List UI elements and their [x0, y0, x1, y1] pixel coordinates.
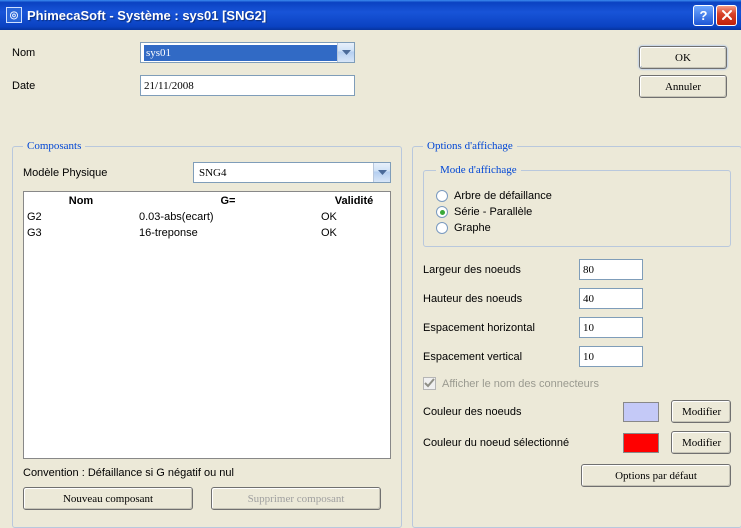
name-value: sys01 — [144, 45, 337, 61]
app-icon: ◎ — [6, 7, 22, 23]
sel-color-swatch — [623, 433, 659, 453]
col-g[interactable]: G= — [138, 194, 318, 208]
dialog-buttons: OK Annuler — [639, 46, 727, 98]
composants-group: Composants Modèle Physique SNG4 Nom G= V… — [12, 140, 402, 528]
options-group: Options d'affichage Mode d'affichage Arb… — [412, 140, 741, 528]
close-button[interactable] — [716, 5, 737, 26]
hspace-input[interactable] — [579, 317, 643, 338]
table-row[interactable]: G316-treponseOK — [26, 226, 388, 240]
node-color-swatch — [623, 402, 659, 422]
close-icon — [721, 9, 733, 21]
node-color-modify-button[interactable]: Modifier — [671, 400, 731, 423]
vspace-label: Espacement vertical — [423, 351, 579, 363]
mode-graph-radio[interactable]: Graphe — [436, 222, 718, 234]
date-label: Date — [12, 80, 140, 92]
node-height-input[interactable] — [579, 288, 643, 309]
cell-g: 16-treponse — [138, 226, 318, 240]
sel-color-modify-button[interactable]: Modifier — [671, 431, 731, 454]
convention-text: Convention : Défaillance si G négatif ou… — [23, 467, 391, 479]
node-width-input[interactable] — [579, 259, 643, 280]
checkbox-icon — [423, 377, 436, 390]
col-nom[interactable]: Nom — [26, 194, 136, 208]
node-width-label: Largeur des noeuds — [423, 264, 579, 276]
name-combo-button[interactable] — [337, 43, 354, 62]
display-mode-group: Mode d'affichage Arbre de défaillance Sé… — [423, 164, 731, 247]
name-label: Nom — [12, 47, 140, 59]
client-area: OK Annuler Nom sys01 Date Composants Mod… — [0, 30, 741, 514]
show-connectors-check: Afficher le nom des connecteurs — [423, 377, 731, 390]
vspace-input[interactable] — [579, 346, 643, 367]
model-label: Modèle Physique — [23, 167, 193, 179]
top-form: Nom sys01 Date — [12, 42, 731, 96]
cell-g: 0.03-abs(ecart) — [138, 210, 318, 224]
table-row[interactable]: G20.03-abs(ecart)OK — [26, 210, 388, 224]
components-table[interactable]: Nom G= Validité G20.03-abs(ecart)OKG316-… — [23, 191, 391, 459]
composants-legend: Composants — [23, 140, 85, 152]
chevron-down-icon — [378, 170, 387, 176]
node-height-label: Hauteur des noeuds — [423, 293, 579, 305]
date-input[interactable] — [140, 75, 355, 96]
ok-button[interactable]: OK — [639, 46, 727, 69]
show-connectors-label: Afficher le nom des connecteurs — [442, 378, 599, 390]
col-valid[interactable]: Validité — [320, 194, 388, 208]
model-combo[interactable]: SNG4 — [193, 162, 391, 183]
mode-tree-radio[interactable]: Arbre de défaillance — [436, 190, 718, 202]
title-bar: ◎ PhimecaSoft - Système : sys01 [SNG2] ? — [0, 0, 741, 30]
radio-icon — [436, 222, 448, 234]
mode-sp-label: Série - Parallèle — [454, 206, 532, 218]
node-color-label: Couleur des noeuds — [423, 406, 623, 418]
cell-valid: OK — [320, 210, 388, 224]
cancel-button[interactable]: Annuler — [639, 75, 727, 98]
radio-icon — [436, 190, 448, 202]
radio-icon — [436, 206, 448, 218]
cell-nom: G3 — [26, 226, 136, 240]
delete-component-button[interactable]: Supprimer composant — [211, 487, 381, 510]
model-value: SNG4 — [197, 165, 373, 181]
mode-graph-label: Graphe — [454, 222, 491, 234]
cell-valid: OK — [320, 226, 388, 240]
options-legend: Options d'affichage — [423, 140, 517, 152]
table-header-row: Nom G= Validité — [26, 194, 388, 208]
cell-nom: G2 — [26, 210, 136, 224]
mode-tree-label: Arbre de défaillance — [454, 190, 552, 202]
new-component-button[interactable]: Nouveau composant — [23, 487, 193, 510]
model-combo-button[interactable] — [373, 163, 390, 182]
sel-color-label: Couleur du noeud sélectionné — [423, 437, 623, 449]
hspace-label: Espacement horizontal — [423, 322, 579, 334]
chevron-down-icon — [342, 50, 351, 56]
window-title: PhimecaSoft - Système : sys01 [SNG2] — [27, 8, 691, 23]
name-combo[interactable]: sys01 — [140, 42, 355, 63]
mode-legend: Mode d'affichage — [436, 164, 521, 176]
mode-sp-radio[interactable]: Série - Parallèle — [436, 206, 718, 218]
defaults-button[interactable]: Options par défaut — [581, 464, 731, 487]
help-button[interactable]: ? — [693, 5, 714, 26]
